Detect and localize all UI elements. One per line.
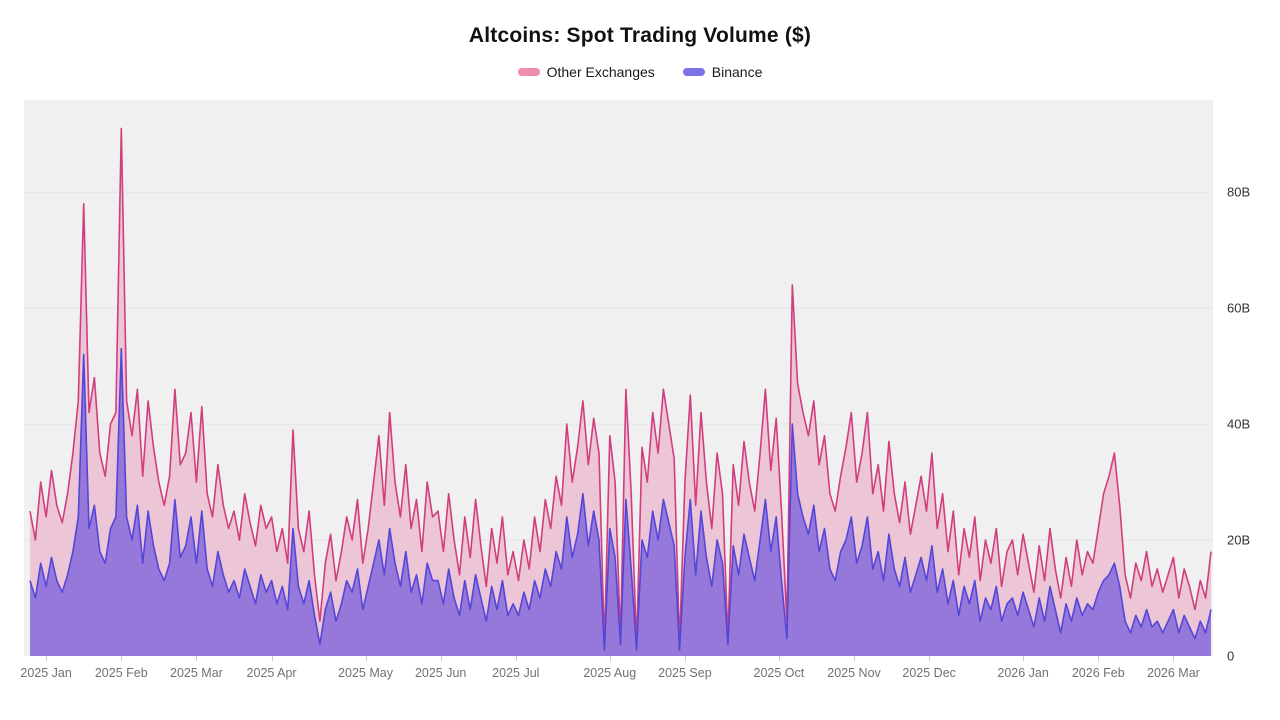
x-tick-mark (196, 656, 198, 661)
x-tick-label: 2025 Apr (246, 666, 297, 680)
x-tick-mark (271, 656, 273, 661)
x-tick-label: 2025 Dec (902, 666, 956, 680)
x-tick-label: 2025 Jun (414, 666, 467, 680)
stacked-area-chart (24, 127, 1213, 656)
x-axis: 2025 Jan 2025 Feb 2025 Mar 2025 Apr 2025 May… (20, 656, 1213, 690)
x-tick-mark (365, 656, 367, 661)
x-tick-label: 2025 Feb (94, 666, 148, 680)
chart-plot-area[interactable] (24, 100, 1213, 656)
x-tick-label: 2025 Jan (20, 666, 72, 680)
binance-swatch-icon (682, 68, 705, 76)
y-tick-label: 40B (1227, 416, 1251, 432)
y-tick-label: 60B (1227, 300, 1251, 316)
other-exchanges-swatch-icon (517, 68, 540, 76)
chart-title: Altcoins: Spot Trading Volume ($) (468, 24, 812, 47)
y-tick-label: 80B (1227, 184, 1251, 200)
x-tick-label: 2025 Jul (492, 666, 540, 680)
y-tick-label: 0 (1227, 648, 1235, 664)
legend-item-other-exchanges[interactable]: Other Exchanges (517, 64, 655, 80)
x-tick-mark (1023, 656, 1025, 661)
x-tick-mark (609, 656, 611, 661)
x-tick-label: 2026 Jan (997, 666, 1049, 680)
x-tick-label: 2026 Feb (1071, 666, 1125, 680)
binance-area (30, 348, 1211, 656)
other-exchanges-area (30, 128, 1211, 651)
x-tick-label: 2025 Mar (170, 666, 223, 680)
x-tick-mark (929, 656, 931, 661)
x-tick-label: 2025 Sep (658, 666, 712, 680)
legend-label-binance: Binance (711, 64, 763, 80)
legend-item-binance[interactable]: Binance (682, 64, 763, 80)
binance-line (29, 347, 1212, 652)
x-tick-mark (1173, 656, 1175, 661)
x-tick-mark (684, 656, 686, 661)
x-tick-label: 2025 Oct (753, 666, 805, 680)
x-tick-mark (440, 656, 442, 661)
y-tick-label: 20B (1227, 532, 1251, 548)
x-tick-mark (854, 656, 856, 661)
x-tick-mark (46, 656, 48, 661)
legend-label-other-exchanges: Other Exchanges (546, 64, 655, 80)
chart-legend: Other Exchanges Binance (0, 64, 1280, 80)
x-tick-mark (1098, 656, 1100, 661)
y-axis: 0 20B 40B 60B 80B (1227, 100, 1277, 664)
x-tick-mark (121, 656, 123, 661)
x-tick-mark (515, 656, 517, 661)
x-tick-label: 2025 May (338, 666, 393, 680)
x-tick-label: 2026 Mar (1147, 666, 1200, 680)
x-tick-label: 2025 Nov (827, 666, 881, 680)
x-tick-mark (778, 656, 780, 661)
x-tick-label: 2025 Aug (583, 666, 637, 680)
